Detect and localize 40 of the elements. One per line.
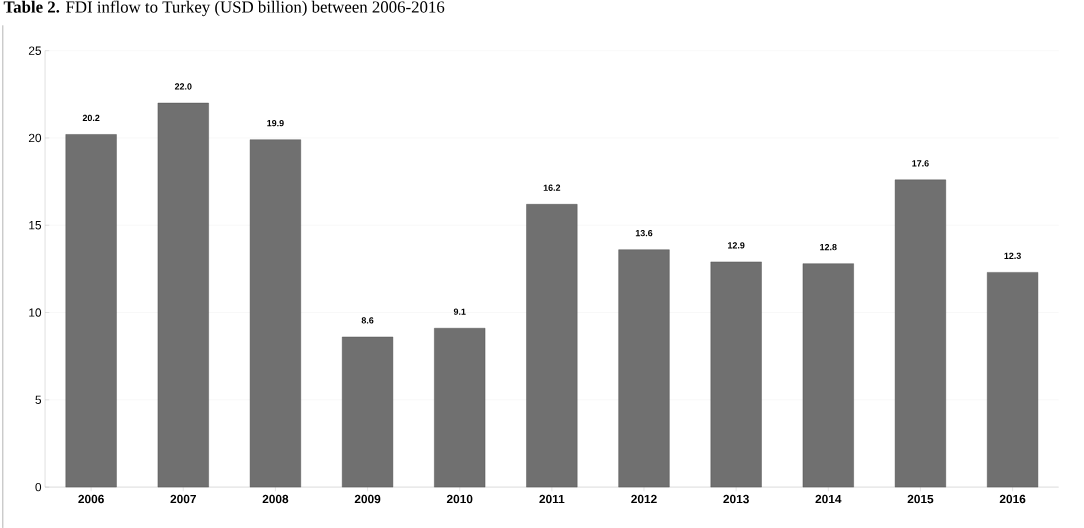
x-tick-label: 2012 <box>631 494 657 504</box>
bar <box>618 249 670 488</box>
y-tick-label: 15 <box>29 221 42 230</box>
x-tick-label: 2006 <box>78 494 104 504</box>
data-label: 16.2 <box>543 184 561 191</box>
y-tick-label: 10 <box>29 308 42 317</box>
data-label: 20.2 <box>82 114 100 122</box>
y-tick-label: 20 <box>28 133 42 143</box>
x-tick-label: 2010 <box>446 494 473 504</box>
chart-title: Table 2. FDI inflow to Turkey (USD billion) between 2006-2016 <box>3 0 445 17</box>
data-label: 19.9 <box>267 120 284 127</box>
bar <box>710 261 762 488</box>
bar <box>342 336 394 488</box>
y-tick-label: 5 <box>35 395 42 404</box>
x-tick-label: 2013 <box>723 494 749 504</box>
bar <box>802 263 854 488</box>
data-label: 8.6 <box>361 317 374 324</box>
bar <box>526 204 578 488</box>
x-tick-label: 2016 <box>999 494 1026 504</box>
data-label: 22.0 <box>174 83 192 90</box>
x-tick-label: 2009 <box>354 494 381 504</box>
x-tick-label: 2011 <box>539 494 565 504</box>
bar <box>434 328 486 488</box>
bar <box>894 179 946 488</box>
y-tick-label: 25 <box>28 46 42 55</box>
y-tick-label: 0 <box>35 482 42 492</box>
x-tick-label: 2014 <box>815 494 842 504</box>
x-tick-label: 2015 <box>907 494 934 504</box>
data-label: 12.8 <box>820 243 837 251</box>
data-label: 12.9 <box>728 242 745 249</box>
bar <box>65 134 117 488</box>
data-label: 9.1 <box>453 308 466 315</box>
x-tick-label: 2008 <box>262 494 289 504</box>
data-label: 12.3 <box>1004 252 1021 260</box>
bar <box>249 139 301 488</box>
data-label: 13.6 <box>635 230 653 237</box>
data-label: 17.6 <box>912 160 929 167</box>
bar <box>987 272 1039 488</box>
bar <box>157 102 209 488</box>
x-tick-label: 2007 <box>170 494 196 504</box>
